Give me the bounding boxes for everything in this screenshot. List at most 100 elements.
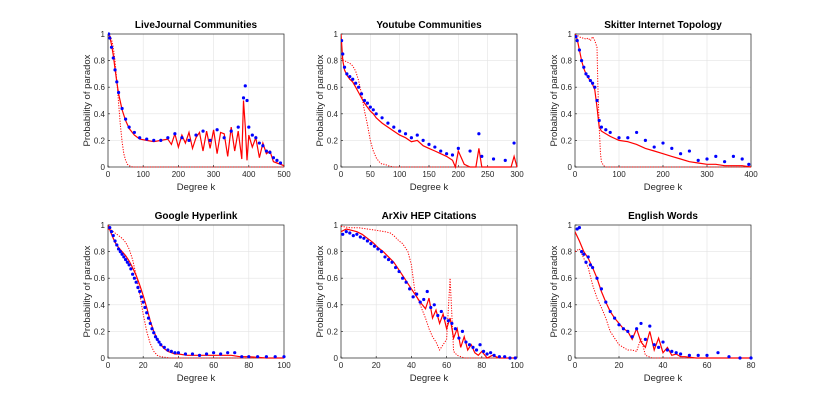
empirical-point xyxy=(512,141,516,145)
empirical-point xyxy=(138,289,142,294)
x-tick-label: 0 xyxy=(106,361,111,370)
empirical-point xyxy=(474,348,479,352)
y-axis-label: Probability of paradox xyxy=(315,54,326,146)
x-tick-label: 400 xyxy=(242,170,256,179)
x-tick-label: 150 xyxy=(422,170,436,179)
empirical-point xyxy=(173,132,177,136)
empirical-point xyxy=(233,351,237,355)
chart-panel-5: 0 20 40 60 80 100 0 0.2 0.4 0.6 0.8 1 ArXiv HEP Cita… xyxy=(315,211,524,384)
series-layer xyxy=(341,33,518,169)
empirical-point xyxy=(485,352,489,356)
empirical-point xyxy=(113,68,117,72)
dotted-line xyxy=(108,33,284,168)
empirical-point xyxy=(450,153,455,157)
empirical-point xyxy=(348,231,352,235)
empirical-point xyxy=(134,280,138,284)
y-tick-label: 1 xyxy=(334,221,339,230)
empirical-point xyxy=(226,351,230,355)
empirical-point xyxy=(608,309,612,314)
x-axis-label: Degree k xyxy=(644,182,683,193)
y-tick-label: 0.2 xyxy=(94,136,106,145)
empirical-point xyxy=(749,356,753,360)
empirical-point xyxy=(687,353,692,357)
empirical-point xyxy=(390,260,394,264)
empirical-point xyxy=(371,108,375,112)
empirical-point xyxy=(582,252,586,256)
plot-area xyxy=(108,34,284,167)
empirical-point xyxy=(696,353,700,357)
empirical-point xyxy=(351,77,355,81)
empirical-point xyxy=(278,161,283,165)
empirical-point xyxy=(591,265,595,270)
empirical-point xyxy=(152,331,156,335)
empirical-point xyxy=(229,129,233,133)
x-tick-label: 40 xyxy=(407,361,416,370)
empirical-point xyxy=(109,230,114,234)
empirical-point xyxy=(674,351,678,355)
empirical-point xyxy=(254,136,258,140)
empirical-point xyxy=(362,236,366,240)
empirical-point xyxy=(138,136,142,140)
empirical-point xyxy=(723,160,727,164)
empirical-point xyxy=(247,125,251,129)
x-tick-label: 0 xyxy=(573,170,578,179)
y-tick-label: 0.4 xyxy=(561,110,573,119)
empirical-point xyxy=(450,321,454,326)
chart-title: English Words xyxy=(628,211,698,222)
empirical-point xyxy=(386,257,391,262)
empirical-point xyxy=(705,353,709,357)
empirical-point xyxy=(116,90,121,95)
y-tick-label: 0.6 xyxy=(327,274,339,283)
y-axis-label: Probability of paradox xyxy=(549,54,560,146)
x-axis-label: Degree k xyxy=(177,373,216,384)
empirical-point xyxy=(613,316,617,320)
empirical-point xyxy=(604,300,608,304)
y-tick-label: 0.4 xyxy=(561,301,573,310)
model-line xyxy=(575,231,751,359)
empirical-point xyxy=(159,138,163,142)
empirical-point xyxy=(152,138,156,142)
empirical-point xyxy=(415,133,419,137)
x-tick-label: 40 xyxy=(659,361,668,370)
series-layer xyxy=(108,32,285,168)
empirical-point xyxy=(372,244,377,248)
empirical-point xyxy=(409,136,413,140)
empirical-point xyxy=(621,327,626,331)
empirical-point xyxy=(436,313,440,318)
empirical-point xyxy=(359,92,364,96)
empirical-point xyxy=(376,247,380,251)
empirical-point xyxy=(595,98,599,103)
empirical-point xyxy=(365,101,369,105)
x-tick-label: 400 xyxy=(744,170,758,179)
x-tick-label: 100 xyxy=(277,361,291,370)
empirical-point xyxy=(362,98,367,103)
empirical-point xyxy=(109,45,114,49)
empirical-point xyxy=(643,337,648,341)
empirical-point xyxy=(273,355,277,359)
empirical-point xyxy=(180,136,184,140)
empirical-point xyxy=(271,156,276,160)
empirical-point xyxy=(586,255,590,259)
empirical-point xyxy=(247,355,251,359)
y-tick-label: 0 xyxy=(101,354,106,363)
x-axis-label: Degree k xyxy=(410,182,449,193)
empirical-point xyxy=(747,162,751,166)
empirical-point xyxy=(166,348,170,352)
empirical-point xyxy=(679,352,683,356)
x-tick-label: 60 xyxy=(209,361,218,370)
empirical-point xyxy=(383,255,387,259)
empirical-point xyxy=(120,106,124,111)
model-line xyxy=(108,33,285,167)
empirical-point xyxy=(670,146,674,150)
empirical-point xyxy=(111,234,115,238)
empirical-point xyxy=(481,349,486,353)
series-layer xyxy=(341,225,517,360)
empirical-point xyxy=(513,356,517,360)
empirical-point xyxy=(368,105,372,109)
empirical-point xyxy=(166,136,170,140)
empirical-point xyxy=(129,267,133,271)
empirical-point xyxy=(740,157,744,161)
y-tick-label: 0.6 xyxy=(561,83,573,92)
empirical-point xyxy=(201,129,205,133)
axes-box xyxy=(340,224,518,359)
